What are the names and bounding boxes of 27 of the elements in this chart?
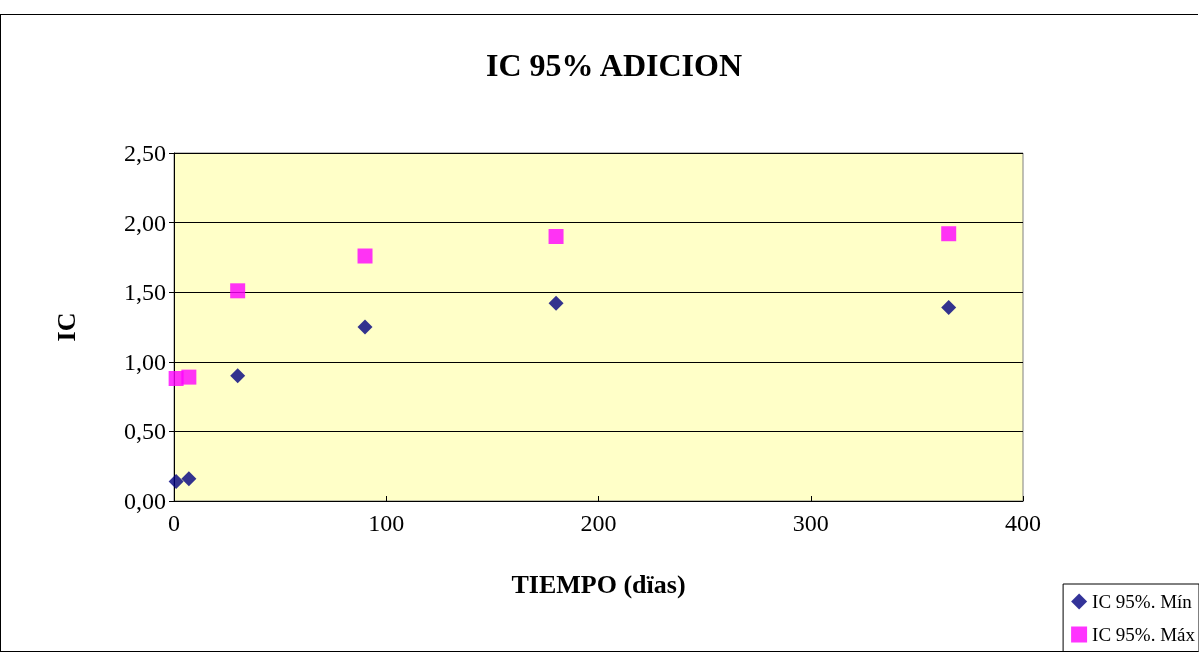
point bbox=[168, 474, 184, 490]
point bbox=[181, 369, 197, 385]
y-axis-title: IC bbox=[51, 312, 81, 342]
point bbox=[357, 248, 373, 264]
y-tick-label: 2,50 bbox=[124, 140, 166, 166]
y-tick-label: 1,50 bbox=[124, 279, 166, 306]
y-tick-label: 1,00 bbox=[124, 348, 166, 375]
point bbox=[230, 368, 246, 384]
x-tick-label: 100 bbox=[368, 510, 405, 536]
legend-label: IC 95%. Mín bbox=[1092, 591, 1193, 612]
point bbox=[357, 319, 373, 335]
x-axis-title: TIEMPO (dïas) bbox=[511, 569, 686, 599]
y-tick-label: 0,50 bbox=[124, 418, 166, 445]
x-tick-label: 200 bbox=[580, 510, 617, 536]
point bbox=[548, 295, 564, 311]
point bbox=[181, 471, 197, 487]
chart-title: IC 95% ADICION bbox=[485, 47, 743, 83]
y-tick-label: 2,00 bbox=[124, 209, 166, 236]
x-tick-label: 0 bbox=[168, 510, 180, 536]
point bbox=[548, 229, 564, 245]
point bbox=[230, 283, 246, 299]
point bbox=[941, 300, 957, 316]
x-tick-label: 300 bbox=[792, 510, 829, 536]
legend-label: IC 95%. Máx bbox=[1092, 624, 1196, 645]
y-tick-label: 0,00 bbox=[124, 488, 166, 514]
point bbox=[941, 226, 957, 242]
x-tick-label: 400 bbox=[1005, 510, 1041, 536]
